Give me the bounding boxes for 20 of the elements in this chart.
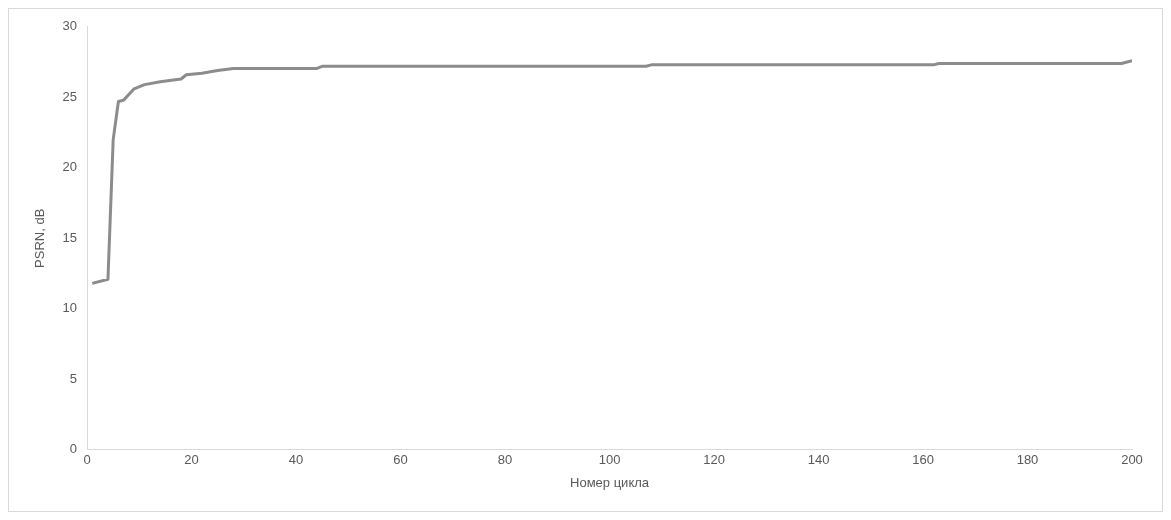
x-tick-label: 0 [83, 452, 91, 468]
y-axis-title: PSRN, dB [32, 208, 48, 268]
y-tick-label: 25 [62, 88, 78, 104]
x-tick-label: 140 [807, 452, 830, 468]
x-tick-label: 40 [288, 452, 304, 468]
x-tick-label: 160 [912, 452, 934, 468]
x-axis-title: Номер цикла [570, 474, 650, 490]
y-tick-label: 0 [69, 441, 78, 457]
x-tick-label: 180 [1016, 452, 1039, 468]
x-tick-label: 80 [497, 452, 513, 468]
y-tick-label: 5 [69, 370, 78, 386]
x-tick-label: 60 [393, 452, 408, 468]
y-tick-label: 15 [62, 229, 78, 245]
y-tick-label: 20 [62, 159, 78, 175]
x-tick-label: 120 [703, 452, 725, 468]
x-tick-label: 200 [1121, 452, 1143, 468]
y-tick-label: 10 [62, 300, 78, 316]
y-tick-label: 30 [62, 18, 78, 34]
x-tick-label: 100 [598, 452, 621, 468]
x-tick-label: 20 [184, 452, 199, 468]
